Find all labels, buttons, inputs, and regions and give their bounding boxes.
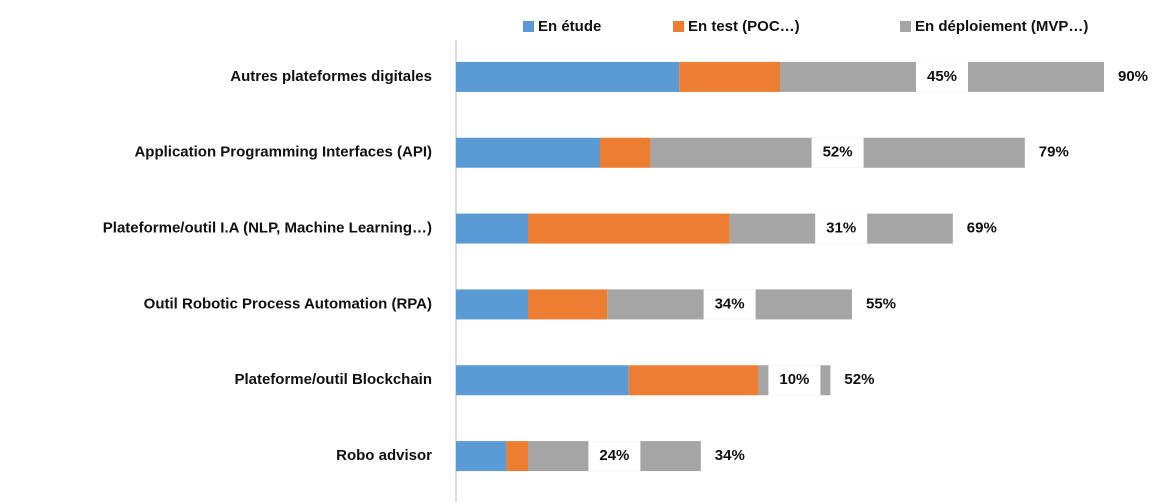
label-background bbox=[768, 365, 821, 396]
legend-swatch bbox=[673, 21, 684, 32]
legend-label: En déploiement (MVP…) bbox=[915, 18, 1088, 35]
value-label: 31% bbox=[826, 220, 856, 237]
total-label: 34% bbox=[715, 447, 745, 464]
category-label: Outil Robotic Process Automation (RPA) bbox=[144, 295, 432, 312]
category-label: Application Programming Interfaces (API) bbox=[134, 144, 432, 161]
category-label: Plateforme/outil I.A (NLP, Machine Learn… bbox=[103, 220, 432, 237]
bar-segment bbox=[456, 61, 680, 92]
legend-label: En étude bbox=[538, 18, 601, 35]
label-background bbox=[815, 213, 868, 244]
legend-swatch bbox=[900, 21, 911, 32]
label-background bbox=[811, 137, 864, 168]
category-label: Robo advisor bbox=[336, 447, 432, 464]
value-label: 24% bbox=[599, 447, 629, 464]
legend-swatch bbox=[523, 21, 534, 32]
bar-segment bbox=[456, 137, 600, 168]
bar-segment bbox=[456, 289, 528, 320]
legend-label: En test (POC…) bbox=[688, 18, 800, 35]
bar-segment bbox=[456, 441, 507, 472]
value-label: 52% bbox=[823, 144, 853, 161]
total-label: 90% bbox=[1118, 68, 1148, 85]
total-label: 52% bbox=[844, 371, 874, 388]
value-label: 45% bbox=[927, 68, 957, 85]
label-background bbox=[588, 441, 641, 472]
total-label: 55% bbox=[866, 295, 896, 312]
value-label: 10% bbox=[779, 371, 809, 388]
category-label: Plateforme/outil Blockchain bbox=[234, 371, 432, 388]
bar-segment bbox=[528, 289, 608, 320]
bar-segment bbox=[456, 213, 528, 244]
bar-segment bbox=[506, 441, 528, 472]
label-background bbox=[703, 289, 756, 320]
bar-segment bbox=[628, 365, 759, 396]
bar-segment bbox=[600, 137, 651, 168]
bar-segment bbox=[456, 365, 629, 396]
value-label: 34% bbox=[715, 295, 745, 312]
bar-segment bbox=[528, 213, 730, 244]
category-label: Autres plateformes digitales bbox=[230, 68, 432, 85]
total-label: 79% bbox=[1039, 144, 1069, 161]
total-label: 69% bbox=[967, 220, 997, 237]
bar-segment bbox=[679, 61, 780, 92]
label-background bbox=[916, 61, 968, 92]
